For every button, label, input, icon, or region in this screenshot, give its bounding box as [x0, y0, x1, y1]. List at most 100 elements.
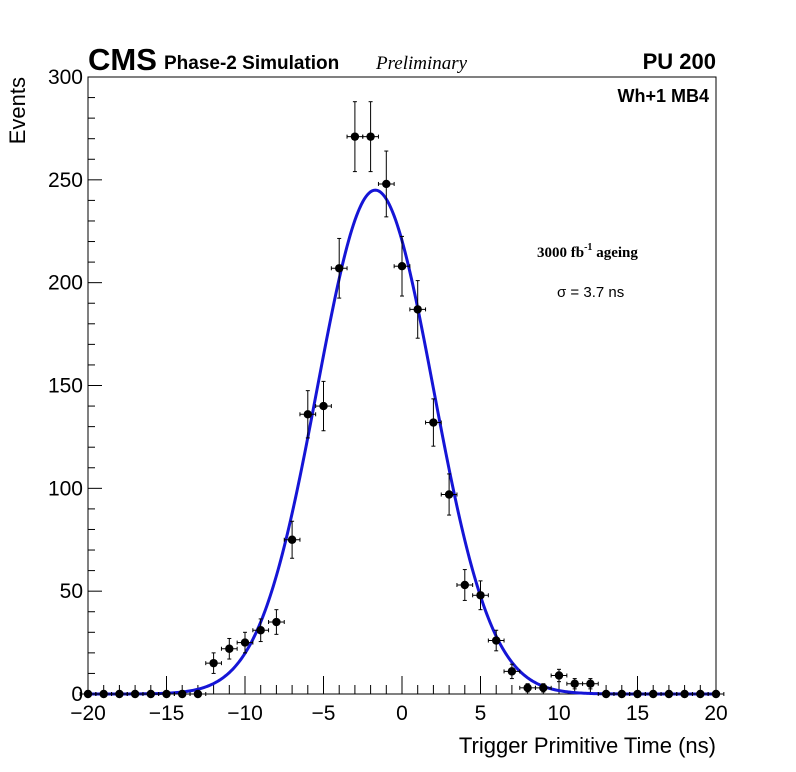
- y-axis-title: Events: [5, 77, 30, 144]
- data-point: [582, 678, 599, 690]
- y-tick-label: 150: [48, 375, 83, 398]
- x-tick-label: −10: [227, 702, 263, 725]
- y-tick-label: 200: [48, 272, 83, 295]
- x-tick-label: 15: [626, 702, 649, 725]
- data-marker: [413, 305, 422, 314]
- data-marker: [319, 401, 328, 411]
- data-marker: [162, 689, 171, 699]
- cms-preliminary-label: Preliminary: [375, 53, 468, 74]
- data-point: [268, 609, 285, 635]
- y-tick-label: 50: [60, 580, 83, 603]
- x-axis-title: Trigger Primitive Time (ns): [459, 733, 716, 758]
- pileup-label: PU 200: [643, 49, 716, 74]
- data-point: [472, 580, 489, 611]
- x-tick-label: 0: [396, 702, 408, 725]
- data-point: [676, 689, 693, 699]
- data-point: [440, 473, 458, 516]
- data-point: [362, 101, 379, 173]
- data-point: [315, 380, 332, 432]
- data-marker: [99, 689, 108, 699]
- data-marker: [335, 264, 344, 273]
- data-marker: [601, 689, 611, 699]
- ageing-exponent: -1: [584, 242, 592, 253]
- data-point: [691, 689, 709, 699]
- data-point: [236, 631, 254, 654]
- data-marker: [256, 626, 265, 635]
- data-marker: [146, 689, 155, 699]
- data-point: [111, 689, 128, 699]
- data-marker: [287, 535, 297, 544]
- data-marker: [444, 490, 454, 499]
- data-marker: [115, 689, 124, 699]
- x-axis: −20 −15 −10 −5 0 5 10 15 20: [70, 676, 728, 725]
- data-point: [409, 280, 427, 339]
- cms-extra-label: Phase-2 Simulation: [164, 53, 339, 74]
- y-tick-label: 250: [48, 169, 83, 192]
- data-point: [95, 689, 113, 699]
- y-axis: 0 50 100 150 200 250 300: [48, 66, 102, 706]
- data-marker: [209, 658, 218, 668]
- data-marker: [303, 410, 312, 419]
- data-point: [189, 689, 207, 699]
- sigma-label: σ = 3.7 ns: [557, 284, 624, 301]
- data-marker: [586, 679, 595, 688]
- data-marker: [711, 689, 721, 699]
- data-point: [613, 689, 631, 699]
- data-marker: [460, 580, 469, 590]
- x-tick-label: −5: [312, 702, 336, 725]
- data-marker: [193, 689, 203, 699]
- data-marker: [272, 617, 281, 627]
- data-marker: [476, 591, 485, 600]
- x-tick-label: 20: [704, 702, 727, 725]
- data-point: [252, 618, 270, 643]
- y-tick-label: 100: [48, 477, 83, 500]
- cms-logo: CMS: [88, 42, 157, 77]
- data-points: [79, 101, 725, 699]
- data-marker: [633, 689, 642, 699]
- y-tick-label: 0: [71, 683, 83, 706]
- data-marker: [680, 689, 689, 699]
- data-point: [205, 652, 222, 674]
- data-marker: [539, 683, 548, 693]
- data-marker: [696, 689, 705, 699]
- data-point: [629, 689, 646, 699]
- data-point: [346, 101, 364, 173]
- data-point: [644, 689, 662, 699]
- data-marker: [397, 262, 407, 271]
- data-point: [660, 689, 678, 699]
- data-point: [456, 569, 474, 601]
- ageing-suffix: ageing: [592, 245, 638, 261]
- data-point: [534, 683, 552, 693]
- data-point: [79, 689, 97, 699]
- data-marker: [617, 689, 626, 699]
- channel-label: Wh+1 MB4: [617, 86, 709, 106]
- data-point: [487, 629, 505, 652]
- x-tick-label: 10: [547, 702, 570, 725]
- ageing-label: 3000 fb-1 ageing: [537, 242, 638, 261]
- data-marker: [649, 689, 658, 699]
- data-point: [126, 689, 144, 699]
- data-point: [283, 520, 301, 559]
- data-marker: [130, 689, 140, 699]
- data-marker: [366, 132, 375, 141]
- data-marker: [492, 636, 501, 645]
- data-marker: [523, 683, 532, 693]
- ageing-text: 3000 fb: [537, 245, 584, 261]
- data-marker: [225, 644, 234, 653]
- data-marker: [554, 671, 564, 680]
- data-point: [299, 390, 317, 439]
- data-marker: [83, 689, 93, 699]
- data-marker: [570, 679, 579, 688]
- data-point: [142, 689, 160, 699]
- data-point: [220, 637, 238, 660]
- data-point: [503, 663, 521, 680]
- data-point: [377, 150, 395, 218]
- data-point: [158, 689, 175, 699]
- data-point: [566, 678, 584, 690]
- x-tick-label: −20: [70, 702, 106, 725]
- x-tick-label: 5: [475, 702, 487, 725]
- plot-frame: [87, 76, 717, 695]
- data-marker: [350, 132, 360, 141]
- y-tick-label: 300: [48, 66, 83, 89]
